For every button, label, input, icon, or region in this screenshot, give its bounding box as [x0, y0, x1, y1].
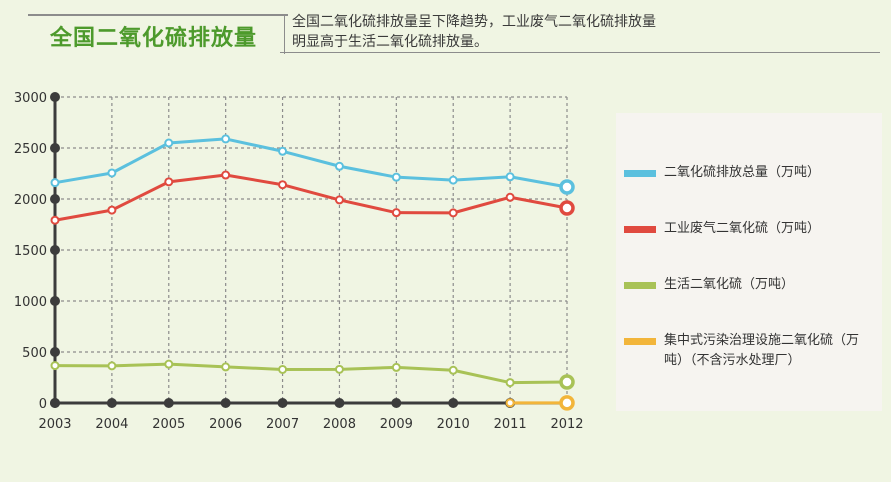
y-tick-label: 3000: [14, 91, 47, 106]
data-point-domestic: [559, 374, 575, 390]
data-point-domestic: [278, 364, 288, 374]
legend-swatch-industrial: [624, 226, 656, 233]
y-tick-dot: [50, 347, 60, 357]
legend-label-total: 二氧化硫排放总量（万吨）: [664, 165, 821, 180]
x-tick-label: 2010: [437, 417, 470, 432]
y-tick-label: 1500: [14, 244, 47, 259]
data-point-domestic: [164, 359, 174, 369]
y-tick-dot: [50, 92, 60, 102]
series-line-domestic: [54, 362, 568, 385]
data-point-domestic: [107, 361, 117, 371]
data-point-industrial: [391, 208, 401, 218]
legend-swatch-total: [624, 170, 656, 177]
x-tick-label: 2005: [152, 417, 185, 432]
header-rule: [28, 14, 288, 16]
data-point-domestic: [221, 362, 231, 372]
data-point-industrial: [505, 192, 515, 202]
y-tick-label: 2000: [14, 193, 47, 208]
data-point-industrial: [221, 170, 231, 180]
data-point-industrial: [334, 195, 344, 205]
data-point-industrial: [448, 208, 458, 218]
legend-item-industrial: 工业废气二氧化硫（万吨）: [624, 219, 874, 239]
x-tick-label: 2012: [550, 417, 583, 432]
sulfur-dioxide-line-chart: 0 500 1000 1500 2000 2500 3000 2003 2004 2005 2006…: [14, 91, 584, 432]
y-tick-dot: [50, 143, 60, 153]
x-tick-dot: [448, 398, 459, 408]
data-point-industrial: [164, 177, 174, 187]
legend-item-domestic: 生活二氧化硫（万吨）: [624, 275, 874, 295]
legend-swatch-domestic: [624, 282, 656, 289]
legend-item-total: 二氧化硫排放总量（万吨）: [624, 163, 874, 183]
legend-label-centralized: 集中式污染治理设施二氧化硫（万吨）（不含污水处理厂）: [664, 333, 860, 368]
x-tick-label: 2004: [95, 417, 128, 432]
page-description: 全国二氧化硫排放量呈下降趋势，工业废气二氧化硫排放量明显高于生活二氧化硫排放量。: [292, 14, 656, 50]
x-tick-label: 2008: [323, 417, 356, 432]
data-point-total: [164, 138, 174, 148]
data-point-industrial: [50, 215, 60, 225]
data-point-total: [391, 172, 401, 182]
legend-label-domestic: 生活二氧化硫（万吨）: [664, 277, 795, 292]
x-tick-label: 2011: [494, 417, 527, 432]
y-tick-dot: [50, 296, 60, 306]
data-point-centralized: [559, 395, 575, 411]
data-point-total: [559, 179, 575, 195]
data-point-centralized: [505, 398, 515, 408]
x-tick-label: 2006: [209, 417, 242, 432]
series-line-industrial: [54, 173, 568, 222]
data-point-domestic: [505, 378, 515, 388]
data-point-total: [448, 175, 458, 185]
x-tick-label: 2007: [266, 417, 299, 432]
data-point-total: [50, 178, 60, 188]
x-tick-dot: [220, 398, 231, 408]
data-point-domestic: [391, 362, 401, 372]
legend-swatch-centralized: [624, 338, 656, 345]
data-point-industrial: [107, 205, 117, 215]
data-point-industrial: [278, 180, 288, 190]
x-tick-dot: [277, 398, 288, 408]
header-underline: [280, 52, 880, 53]
x-tick-label: 2003: [38, 417, 71, 432]
chart-legend: 二氧化硫排放总量（万吨） 工业废气二氧化硫（万吨） 生活二氧化硫（万吨） 集中式…: [616, 113, 882, 411]
series-line-total: [54, 137, 568, 189]
y-tick-label: 1000: [14, 295, 47, 310]
y-tick-dot: [50, 194, 60, 204]
data-point-total: [278, 146, 288, 156]
data-point-total: [334, 161, 344, 171]
y-tick-label: 2500: [14, 142, 47, 157]
data-point-total: [107, 168, 117, 178]
legend-label-industrial: 工业废气二氧化硫（万吨）: [664, 221, 821, 236]
legend-item-centralized: 集中式污染治理设施二氧化硫（万吨）（不含污水处理厂）: [624, 331, 874, 371]
data-point-domestic: [334, 364, 344, 374]
x-tick-label: 2009: [380, 417, 413, 432]
x-tick-dot: [106, 398, 117, 408]
page-title: 全国二氧化硫排放量: [50, 26, 258, 51]
y-tick-dot: [50, 245, 60, 255]
data-point-domestic: [448, 365, 458, 375]
data-point-industrial: [559, 200, 575, 216]
data-point-total: [505, 172, 515, 182]
y-tick-label: 500: [22, 346, 47, 361]
x-tick-dot: [163, 398, 174, 408]
data-point-total: [221, 134, 231, 144]
data-point-domestic: [50, 361, 60, 371]
header-divider: [284, 14, 285, 54]
x-tick-dot: [50, 398, 60, 408]
x-tick-dot: [334, 398, 345, 408]
y-tick-label: 0: [39, 397, 47, 412]
x-tick-dot: [391, 398, 402, 408]
